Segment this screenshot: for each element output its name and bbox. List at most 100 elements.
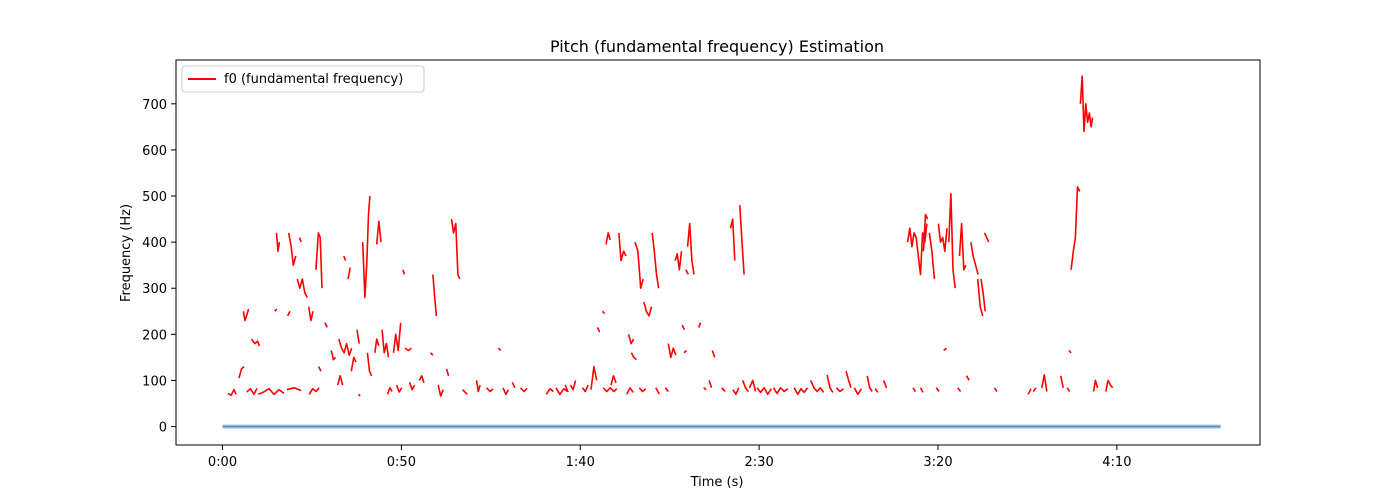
f0-segment: [462, 389, 468, 395]
f0-segment: [703, 387, 707, 391]
f0-segment: [928, 232, 936, 280]
f0-segment: [475, 380, 481, 393]
f0-segment: [242, 308, 250, 322]
f0-segment: [1066, 387, 1071, 392]
f0-segment: [246, 387, 258, 396]
f0-segment: [347, 267, 351, 280]
f0-segment: [697, 322, 702, 328]
f0-segment: [980, 278, 986, 312]
x-tick-label: 0:00: [208, 455, 237, 470]
f0-segment: [601, 310, 606, 315]
plot-clip-group: [222, 75, 1221, 429]
f0-segment: [238, 366, 245, 379]
f0-segment: [1041, 374, 1048, 392]
f0-segment: [634, 241, 644, 290]
f0-segment: [395, 384, 403, 393]
f0-segment: [274, 308, 278, 312]
f0-segment: [708, 380, 713, 389]
f0-segment: [711, 350, 716, 358]
f0-segment: [1070, 186, 1081, 270]
f0-segment: [343, 255, 347, 261]
f0-segment: [429, 352, 434, 356]
f0-segment: [605, 232, 612, 245]
f0-segment: [655, 387, 661, 395]
f0-segment: [943, 347, 948, 352]
f0-segment: [445, 368, 450, 377]
f0-segment: [626, 386, 634, 395]
y-tick-label: 400: [142, 236, 167, 251]
f0-segment: [338, 338, 353, 356]
f0-segment: [683, 349, 688, 354]
f0-segment: [286, 310, 291, 317]
f0-segment: [564, 384, 569, 393]
f0-segment: [685, 269, 690, 275]
f0-segment: [432, 274, 438, 316]
f0-segment: [922, 213, 929, 252]
f0-segment: [845, 370, 852, 389]
f0-segment: [793, 387, 809, 396]
x-axis-label: Time (s): [690, 475, 744, 490]
f0-segment: [519, 387, 528, 393]
f0-segment: [681, 324, 686, 331]
y-tick-label: 0: [159, 421, 167, 436]
y-tick-label: 300: [142, 282, 167, 297]
f0-segment: [674, 251, 683, 271]
f0-segment: [809, 380, 825, 393]
f0-segment: [957, 387, 962, 392]
f0-segment: [935, 387, 940, 392]
x-tick-label: 4:10: [1102, 455, 1131, 470]
f0-segment: [630, 352, 637, 361]
x-tick-label: 0:50: [387, 455, 416, 470]
f0-segment: [874, 388, 879, 393]
y-axis-label: Frequency (Hz): [119, 204, 134, 302]
x-tick-label: 1:40: [566, 455, 595, 470]
y-tick-label: 200: [142, 328, 167, 343]
f0-segment: [404, 347, 412, 352]
f0-segment: [643, 301, 653, 317]
f0-segment: [853, 387, 863, 396]
f0-segment: [638, 387, 647, 393]
f0-segment: [1032, 387, 1037, 392]
y-tick-label: 500: [142, 190, 167, 205]
f0-segment: [1068, 349, 1072, 354]
f0-segment: [511, 381, 516, 389]
y-tick-label: 600: [142, 144, 167, 159]
f0-segment: [286, 386, 302, 392]
f0-segment: [1027, 388, 1032, 395]
f0-segment: [366, 352, 373, 377]
f0-segment: [919, 387, 924, 393]
f0-segment: [450, 218, 461, 280]
f0-segment: [983, 232, 990, 243]
f0-segment: [402, 269, 406, 275]
f0-segment: [324, 322, 329, 328]
plot-area: [222, 75, 1221, 429]
f0-segment: [257, 387, 285, 396]
f0-segment: [308, 387, 320, 395]
f0-segment: [596, 327, 601, 333]
f0-segment: [1092, 379, 1099, 392]
f0-segment: [729, 218, 736, 261]
f0-segment: [664, 387, 669, 392]
f0-segment: [350, 356, 357, 372]
series-f0: [227, 75, 1114, 397]
f0-segment: [826, 374, 834, 393]
legend: f0 (fundamental frequency): [181, 65, 425, 93]
f0-segment: [739, 205, 745, 275]
f0-segment: [602, 386, 618, 393]
f0-segment: [375, 220, 382, 245]
f0-segment: [392, 322, 402, 353]
f0-segment: [315, 232, 323, 289]
f0-segment: [374, 338, 380, 353]
f0-segment: [948, 192, 956, 289]
f0-segment: [381, 329, 390, 358]
f0-segment: [627, 334, 635, 345]
f0-segment: [970, 241, 979, 275]
f0-segment: [227, 388, 237, 397]
f0-segment: [296, 278, 309, 298]
f0-segment: [361, 195, 371, 299]
f0-segment: [912, 387, 917, 392]
f0-segment: [418, 374, 425, 384]
f0-segment: [590, 365, 598, 390]
f0-segment: [408, 382, 416, 391]
